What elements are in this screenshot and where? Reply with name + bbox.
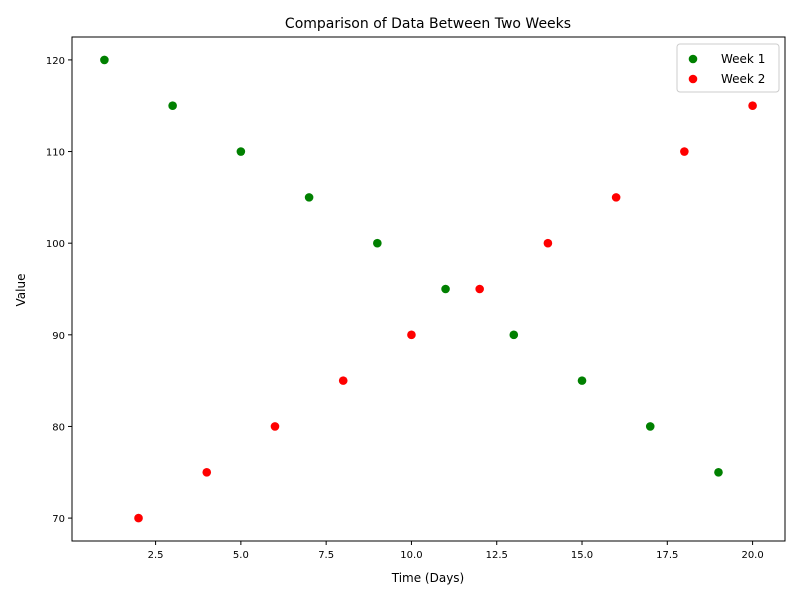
data-point-series-2 [475,284,484,294]
data-point-series-2 [407,330,416,340]
x-tick-label: 5.0 [233,550,249,561]
x-tick-label: 20.0 [741,550,763,561]
y-tick-label: 120 [46,56,65,67]
data-point-series-1 [236,147,246,156]
data-point-series-2 [748,101,757,111]
y-tick-label: 100 [46,239,65,250]
data-point-series-2 [543,238,553,248]
data-point-series-1 [509,330,519,340]
y-tick-label: 70 [52,514,65,525]
data-point-series-1 [441,284,450,294]
data-point-series-2 [270,422,280,431]
x-tick-label: 12.5 [486,550,508,561]
data-point-series-1 [304,193,314,202]
plot-frame [71,36,786,542]
chart-title: Comparison of Data Between Two Weeks [285,16,571,32]
legend-marker [688,54,698,64]
legend-marker [688,74,698,84]
data-point-series-1 [714,467,723,477]
data-point-series-2 [134,513,143,523]
data-point-series-1 [645,422,655,431]
x-tick-label: 2.5 [148,550,164,561]
legend-box [676,43,780,93]
data-point-series-1 [577,376,587,385]
x-tick-label: 10.0 [400,550,422,561]
x-axis-label: Time (Days) [391,571,465,585]
data-point-series-2 [611,193,621,202]
x-tick-label: 15.0 [571,550,593,561]
x-tick-label: 7.5 [318,550,334,561]
data-point-series-2 [202,467,212,477]
y-axis-ticks: 70 80 90 100 110 120 [46,56,72,525]
data-points [100,55,757,523]
y-tick-label: 110 [46,148,65,159]
data-point-series-1 [373,238,382,248]
data-point-series-2 [338,376,348,385]
legend: Week 1 Week 2 [676,43,780,93]
legend-label: Week 1 [721,52,765,66]
data-point-series-1 [100,55,109,65]
legend-label: Week 2 [721,72,765,86]
y-axis-label: Value [14,274,28,307]
y-tick-label: 80 [52,422,65,433]
plot-area [71,36,786,542]
data-point-series-1 [168,101,177,111]
data-point-series-2 [680,147,689,156]
y-tick-label: 90 [52,331,65,342]
x-axis-ticks: 2.5 5.0 7.5 10.0 12.5 15.0 17.5 20.0 [148,541,764,561]
x-tick-label: 17.5 [656,550,678,561]
